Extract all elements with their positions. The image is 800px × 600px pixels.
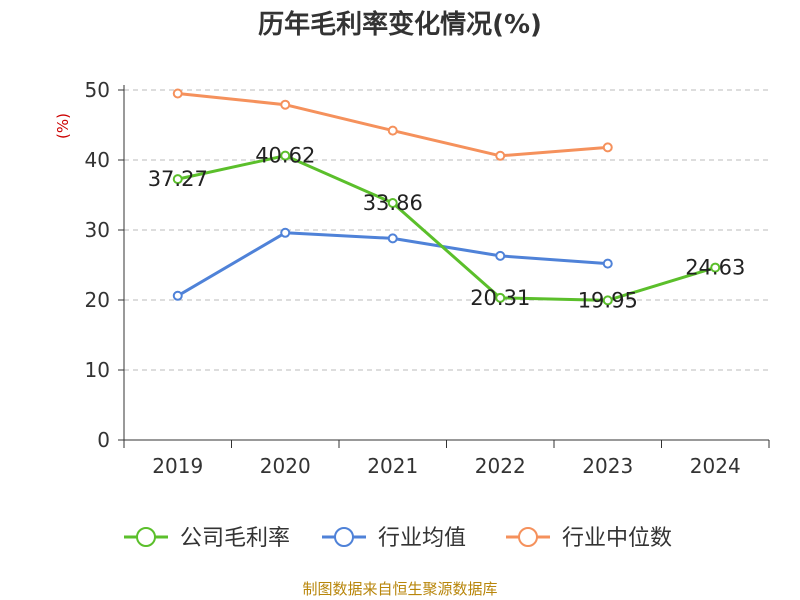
data-point xyxy=(172,174,183,185)
data-label: 40.62 xyxy=(255,144,315,168)
x-tick-label: 2022 xyxy=(475,454,526,478)
y-tick-label: 40 xyxy=(85,148,110,172)
x-tick-label: 2020 xyxy=(260,454,311,478)
y-tick-label: 10 xyxy=(85,358,110,382)
data-point xyxy=(602,258,613,269)
data-point xyxy=(495,292,506,303)
data-point xyxy=(602,142,613,153)
y-tick-label: 50 xyxy=(85,78,110,102)
series-line xyxy=(177,92,608,158)
data-source-note: 制图数据来自恒生聚源数据库 xyxy=(302,580,498,598)
legend-label: 行业均值 xyxy=(378,526,466,551)
data-label: 37.27 xyxy=(148,167,208,191)
y-tick-label: 0 xyxy=(97,428,110,452)
data-point xyxy=(387,125,398,136)
x-tick-label: 2024 xyxy=(690,454,741,478)
data-point xyxy=(387,233,398,244)
data-point xyxy=(172,88,183,99)
y-tick-label: 30 xyxy=(85,218,110,242)
x-tick-label: 2019 xyxy=(152,454,203,478)
data-point xyxy=(172,290,183,301)
x-tick-label: 2021 xyxy=(367,454,418,478)
x-tick-label: 2023 xyxy=(582,454,633,478)
data-point xyxy=(710,262,721,273)
legend-marker xyxy=(334,527,354,547)
data-label: 24.63 xyxy=(685,256,745,280)
legend-marker xyxy=(136,527,156,547)
data-label: 19.95 xyxy=(578,288,638,312)
data-point xyxy=(495,150,506,161)
data-point xyxy=(387,197,398,208)
data-label: 33.86 xyxy=(363,191,423,215)
data-point xyxy=(280,150,291,161)
chart-title: 历年毛利率变化情况(%) xyxy=(258,10,542,40)
data-point xyxy=(602,295,613,306)
legend-label: 公司毛利率 xyxy=(180,526,290,551)
legend-label: 行业中位数 xyxy=(562,526,672,551)
data-point xyxy=(280,99,291,110)
data-point xyxy=(495,250,506,261)
data-label: 20.31 xyxy=(470,286,530,310)
y-tick-label: 20 xyxy=(85,288,110,312)
legend-marker xyxy=(518,527,538,547)
data-point xyxy=(280,227,291,238)
series-line xyxy=(177,154,716,302)
y-axis-label: (%) xyxy=(54,113,72,139)
